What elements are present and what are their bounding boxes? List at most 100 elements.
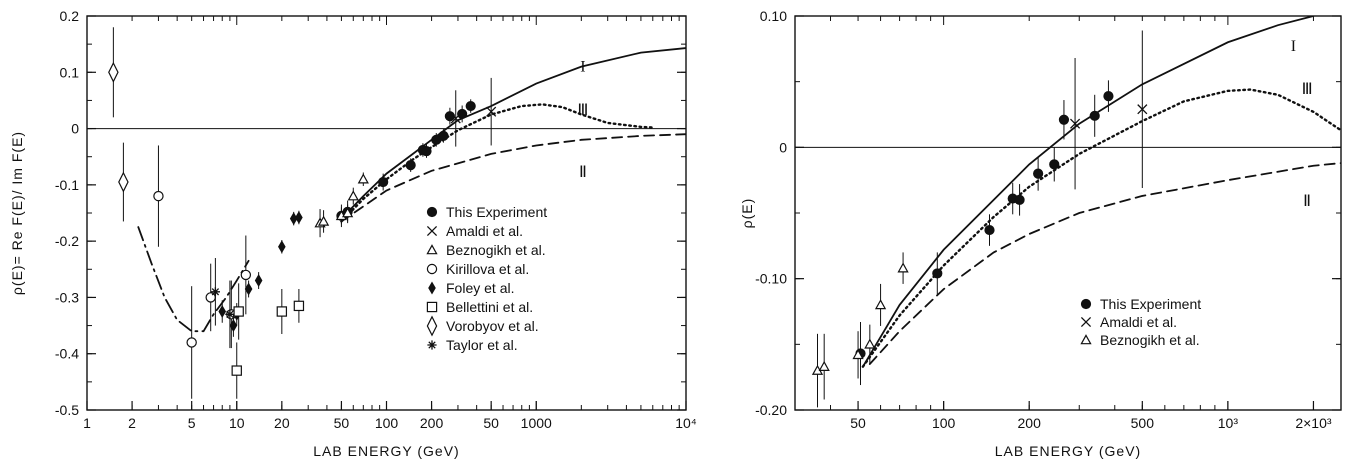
data-point — [465, 100, 476, 112]
x-tick-label: 50 — [483, 415, 499, 431]
data-point — [984, 224, 995, 236]
data-point — [421, 145, 432, 157]
plot-frame — [86, 15, 687, 411]
data-point — [218, 304, 227, 319]
data-point — [897, 262, 909, 273]
curve-label-ii: Ⅱ — [1303, 193, 1311, 210]
x-tick-label: 2 — [128, 415, 136, 431]
data-point — [1058, 114, 1070, 125]
x-tick-label: 10³ — [1218, 415, 1239, 431]
series-kirillova-et-al- — [153, 145, 252, 399]
data-point — [118, 171, 129, 193]
data-point — [341, 207, 354, 218]
legend-label: Amaldi et al. — [446, 223, 523, 239]
data-point — [852, 349, 864, 360]
y-tick-label: 0.1 — [60, 64, 80, 80]
data-point — [457, 108, 468, 120]
legend-marker — [426, 244, 438, 255]
legend-marker — [1080, 298, 1092, 310]
data-point — [153, 190, 164, 202]
legend-label: Foley et al. — [446, 280, 514, 296]
legend-marker — [428, 281, 436, 295]
series-bellettini-et-al- — [231, 283, 305, 399]
y-tick-label: -0.2 — [55, 233, 79, 249]
legend-label: Amaldi et al. — [1100, 314, 1177, 330]
curve-i — [340, 47, 686, 220]
x-axis-title: LAB ENERGY (GeV) — [313, 443, 459, 459]
legend-marker — [426, 315, 438, 337]
data-point — [205, 292, 216, 303]
legend-label: Kirillova et al. — [446, 261, 529, 277]
data-point — [1089, 110, 1100, 121]
y-tick-label: -0.3 — [55, 289, 79, 305]
curve-label-iii: Ⅲ — [1302, 81, 1313, 98]
curve-iii — [340, 103, 654, 223]
y-tick-label: 0 — [71, 121, 79, 137]
data-point — [1033, 168, 1044, 179]
y-tick-label: -0.10 — [755, 271, 787, 287]
series-amaldi-et-al- — [1070, 30, 1148, 190]
data-point — [229, 319, 238, 333]
data-point — [240, 269, 252, 281]
data-point — [932, 268, 943, 279]
legend-marker — [427, 340, 437, 350]
series-taylor-et-al- — [210, 258, 235, 349]
legend-label: Beznogikh et al. — [446, 242, 546, 258]
y-tick-label: 0.10 — [760, 8, 787, 24]
legend: This Experiment Amaldi et al. Beznogikh et… — [1080, 296, 1201, 348]
y-axis-title: ρ(E) — [739, 198, 755, 229]
curve-label-i: I — [1291, 38, 1296, 55]
y-tick-label: 0.2 — [60, 8, 80, 24]
data-point — [108, 61, 119, 83]
data-point — [818, 360, 830, 371]
x-tick-label: 100 — [375, 415, 399, 431]
x-tick-label: 5 — [188, 415, 196, 431]
legend-marker — [426, 206, 438, 218]
x-tick-label: 1 — [83, 415, 91, 431]
data-point — [1070, 118, 1081, 129]
x-tick-label: 50 — [334, 415, 350, 431]
curve-ii — [340, 133, 686, 223]
legend-marker — [426, 225, 438, 237]
data-point — [1137, 104, 1148, 115]
legend-label: Vorobyov et al. — [446, 318, 539, 334]
x-tick-label: 1000 — [521, 415, 552, 431]
data-point — [225, 309, 235, 319]
data-point — [231, 365, 242, 376]
data-point — [1014, 194, 1025, 205]
x-tick-label: 200 — [1018, 415, 1042, 431]
data-point — [317, 215, 330, 226]
y-axis-title: ρ(E)= Re F(E)/ Im F(E) — [9, 131, 25, 295]
legend-label: Beznogikh et al. — [1100, 332, 1200, 348]
chart-2: 50 100 200 500 10³ 2×10³ 0.10 0 -0.10 -0.20 LAB EN… — [739, 8, 1342, 459]
data-point — [186, 337, 197, 348]
x-tick-label: 50 — [850, 415, 866, 431]
curve-label-ii: Ⅱ — [579, 164, 587, 181]
x-axis-title: LAB ENERGY (GeV) — [995, 443, 1141, 459]
x-tick-label: 10⁴ — [675, 415, 697, 431]
series-beznogikh-et-al- — [314, 172, 369, 238]
legend-marker — [1080, 316, 1092, 328]
y-tick-label: -0.20 — [755, 402, 787, 418]
legend-marker — [426, 263, 438, 275]
x-tick-label: 10 — [229, 415, 245, 431]
x-tick-label: 500 — [1131, 415, 1155, 431]
data-point — [244, 282, 253, 296]
curve-i — [862, 16, 1315, 368]
data-point — [864, 338, 876, 349]
x-tick-label: 2×10³ — [1295, 415, 1332, 431]
curve-ii — [868, 162, 1341, 365]
series-foley-et-al- — [218, 210, 303, 337]
curve-label-i: I — [580, 59, 585, 76]
legend-marker — [1080, 334, 1092, 345]
data-point — [278, 240, 286, 254]
data-point — [210, 287, 220, 297]
series-beznogikh-et-al- — [811, 252, 909, 408]
legend-label: This Experiment — [446, 204, 547, 220]
y-tick-label: -0.1 — [55, 177, 79, 193]
legend: This Experiment Amaldi et al. Beznogikh et… — [426, 204, 547, 353]
data-point — [293, 300, 305, 312]
x-tick-label: 100 — [932, 415, 956, 431]
data-point — [378, 176, 389, 188]
